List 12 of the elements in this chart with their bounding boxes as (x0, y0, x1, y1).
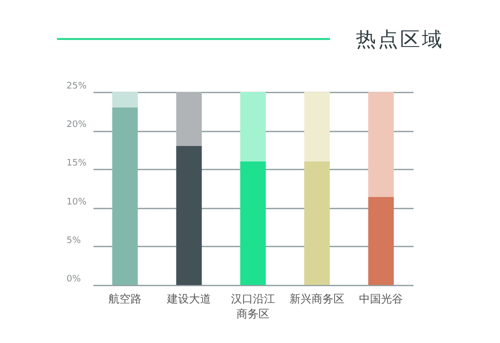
y-tick-label: 15% (66, 158, 87, 169)
x-tick-label: 建设大道 (166, 292, 211, 306)
x-tick-label: 汉口沿江商务区 (231, 292, 275, 320)
x-tick-label: 中国光谷 (359, 292, 403, 306)
x-tick-label: 新兴商务区 (290, 292, 344, 306)
y-tick-label: 25% (66, 82, 87, 92)
chart-title: 热点区域 (356, 26, 444, 53)
y-tick-label: 20% (66, 120, 87, 130)
y-tick-label: 5% (66, 236, 82, 246)
y-tick-label: 0% (66, 274, 82, 284)
y-tick-label: 10% (66, 197, 87, 208)
x-tick-label: 航空路 (108, 292, 142, 306)
